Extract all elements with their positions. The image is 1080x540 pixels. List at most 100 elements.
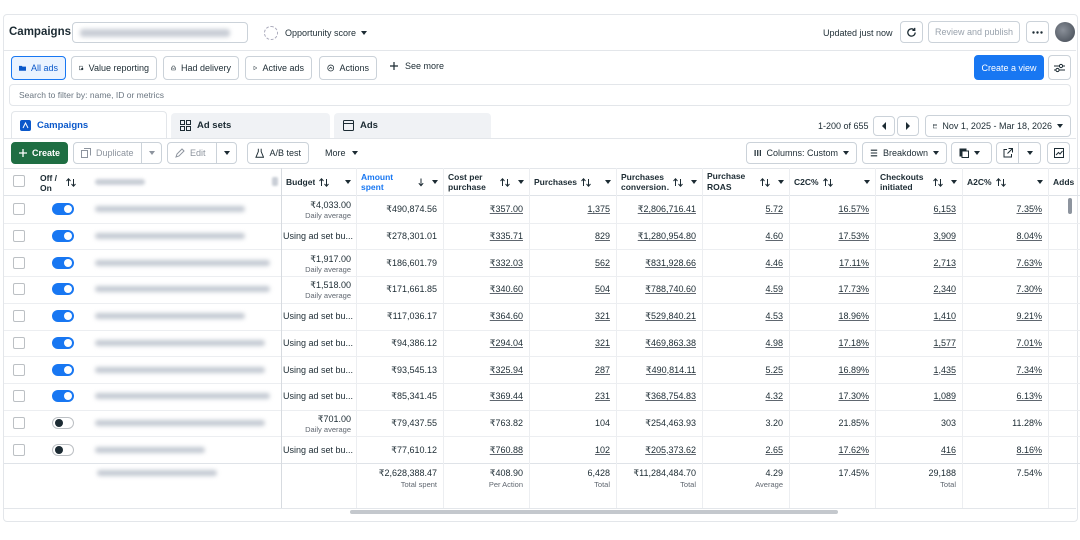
caret[interactable] (778, 180, 784, 184)
caret[interactable] (345, 180, 351, 184)
caret[interactable] (518, 180, 524, 184)
status-toggle[interactable] (52, 310, 74, 323)
duplicate-dropdown[interactable] (141, 142, 162, 164)
metric-value[interactable]: 7.34% (1016, 364, 1042, 375)
metric-value[interactable]: 3,909 (933, 231, 956, 242)
metric-value[interactable]: 4.98 (765, 337, 783, 348)
status-toggle[interactable] (52, 283, 74, 296)
metric-value[interactable]: 16.57% (838, 204, 869, 215)
metric-value[interactable]: ₹369.44 (489, 391, 523, 402)
column-header[interactable]: Budget (286, 168, 351, 196)
status-toggle[interactable] (52, 230, 74, 243)
campaign-name-blur[interactable] (95, 259, 270, 266)
edit-dropdown[interactable] (216, 142, 237, 164)
row-checkbox[interactable] (13, 256, 25, 269)
sort-icon[interactable] (995, 177, 1006, 187)
column-header[interactable]: A2C% (967, 168, 1043, 196)
metric-value[interactable]: 4.46 (765, 257, 783, 268)
metric-value[interactable]: ₹294.04 (489, 337, 523, 348)
metric-value[interactable]: 8.16% (1016, 444, 1042, 455)
campaign-name-blur[interactable] (95, 446, 205, 453)
avatar[interactable] (1055, 22, 1075, 42)
metric-value[interactable]: 17.30% (838, 391, 869, 402)
row-checkbox[interactable] (13, 336, 25, 349)
more-options-button[interactable] (1026, 21, 1049, 43)
account-selector[interactable] (72, 22, 248, 43)
column-header[interactable]: Purchase ROAS (retu… (707, 168, 784, 196)
tab-ads[interactable]: Ads (334, 113, 491, 138)
metric-value[interactable]: ₹760.88 (489, 444, 523, 455)
filter-actions[interactable]: Actions (319, 56, 377, 80)
metric-value[interactable]: 102 (594, 444, 610, 455)
create-button[interactable]: Create (11, 142, 68, 164)
metric-value[interactable]: ₹364.60 (489, 311, 523, 322)
duplicate-button[interactable]: Duplicate (73, 142, 142, 164)
status-toggle[interactable] (52, 203, 74, 216)
metric-value[interactable]: 7.35% (1016, 204, 1042, 215)
export-button[interactable] (996, 142, 1019, 164)
row-checkbox[interactable] (13, 390, 25, 403)
caret[interactable] (691, 180, 697, 184)
metric-value[interactable]: 17.62% (838, 444, 869, 455)
metric-value[interactable]: 18.96% (838, 311, 869, 322)
metric-value[interactable]: 16.89% (838, 364, 869, 375)
sort-icon[interactable] (319, 177, 330, 187)
metric-value[interactable]: 287 (594, 364, 610, 375)
metric-value[interactable]: 7.63% (1016, 257, 1042, 268)
column-header[interactable]: Purchases conversion… (621, 168, 697, 196)
status-toggle[interactable] (52, 336, 74, 349)
review-publish-button[interactable]: Review and publish (928, 21, 1020, 43)
metric-value[interactable]: 4.32 (765, 391, 783, 402)
metric-value[interactable]: 1,410 (933, 311, 956, 322)
row-checkbox[interactable] (13, 363, 25, 376)
metric-value[interactable]: 17.11% (839, 257, 869, 268)
sort-icon[interactable] (581, 177, 591, 187)
metric-value[interactable]: 4.60 (765, 231, 783, 242)
metric-value[interactable]: 2,340 (933, 284, 956, 295)
column-header[interactable]: Checkouts initiated (880, 168, 957, 196)
status-toggle[interactable] (52, 390, 74, 403)
campaign-name-blur[interactable] (95, 233, 245, 240)
create-view-button[interactable]: Create a view (974, 55, 1044, 80)
metric-value[interactable]: ₹357.00 (489, 204, 523, 215)
row-checkbox[interactable] (13, 443, 25, 456)
column-header[interactable]: Purchases (534, 168, 611, 196)
metric-value[interactable]: 9.21% (1016, 311, 1042, 322)
vertical-scrollbar[interactable] (1068, 198, 1072, 214)
metric-value[interactable]: 5.25 (765, 364, 783, 375)
more-menu[interactable]: More (325, 148, 358, 158)
campaign-name-blur[interactable] (95, 339, 265, 346)
sort-icon[interactable] (673, 177, 683, 187)
metric-value[interactable]: 8.04% (1016, 231, 1042, 242)
caret[interactable] (605, 180, 611, 184)
metric-value[interactable]: ₹529,840.21 (645, 311, 696, 322)
next-page[interactable] (897, 116, 919, 136)
metric-value[interactable]: 4.53 (765, 311, 783, 322)
tab-ad-sets[interactable]: Ad sets (171, 113, 330, 138)
row-checkbox[interactable] (13, 203, 25, 216)
metric-value[interactable]: 6,153 (933, 204, 956, 215)
metric-value[interactable]: 416 (940, 444, 956, 455)
column-header[interactable]: Amount spent (361, 168, 438, 196)
metric-value[interactable]: 1,375 (587, 204, 610, 215)
horizontal-scrollbar[interactable] (350, 510, 838, 514)
caret[interactable] (951, 180, 957, 184)
campaign-name-blur[interactable] (95, 286, 270, 293)
row-checkbox[interactable] (13, 230, 25, 243)
metric-value[interactable]: 321 (594, 311, 610, 322)
breakdown-button[interactable]: Breakdown (862, 142, 947, 164)
metric-value[interactable]: 7.01% (1016, 337, 1042, 348)
metric-value[interactable]: 504 (594, 284, 610, 295)
row-checkbox[interactable] (13, 310, 25, 323)
caret[interactable] (432, 180, 438, 184)
campaign-name-blur[interactable] (95, 206, 245, 213)
caret[interactable] (1037, 180, 1043, 184)
date-picker[interactable]: Nov 1, 2025 - Mar 18, 2026 (925, 115, 1071, 137)
metric-value[interactable]: ₹1,280,954.80 (637, 231, 696, 242)
campaign-name-blur[interactable] (95, 419, 265, 426)
status-toggle[interactable] (52, 363, 74, 376)
row-checkbox[interactable] (13, 416, 25, 429)
metric-value[interactable]: ₹2,806,716.41 (637, 204, 696, 215)
chart-button[interactable] (1047, 142, 1070, 164)
metric-value[interactable]: ₹340.60 (489, 284, 523, 295)
